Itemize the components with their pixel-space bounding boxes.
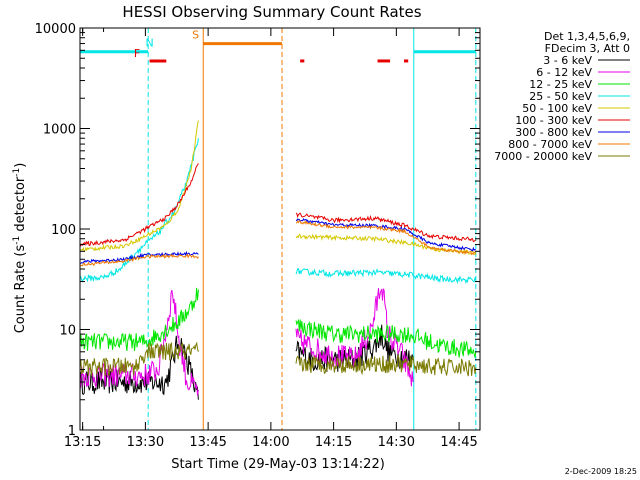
series-line-300-800kev-segment-1 xyxy=(295,218,477,252)
legend-label-7: 800 - 7000 keV xyxy=(508,138,592,151)
y-tick-label-4: 10000 xyxy=(35,22,76,37)
series-line-100-300kev-segment-0 xyxy=(80,163,199,247)
legend-label-6: 300 - 800 keV xyxy=(515,126,592,139)
timestamp-stamp: 2-Dec-2009 18:25 xyxy=(565,467,637,476)
y-tick-label-3: 1000 xyxy=(43,123,76,138)
series-line-100-300kev-segment-1 xyxy=(295,212,477,243)
series-line-50-100kev-segment-1 xyxy=(295,233,477,256)
x-tick-label-5: 14:30 xyxy=(378,435,415,450)
x-axis-label: Start Time (29-May-03 13:14:22) xyxy=(171,457,385,472)
legend-label-1: 6 - 12 keV xyxy=(536,66,592,79)
legend-label-8: 7000 - 20000 keV xyxy=(494,150,592,163)
legend-header-line1: Det 1,3,4,5,6,9, xyxy=(544,30,630,43)
x-tick-label-2: 13:45 xyxy=(189,435,226,450)
y-axis-ticks: 1 10 100 1000 10000 xyxy=(35,22,480,439)
annotation-s: S xyxy=(192,28,199,41)
y-tick-label-0: 1 xyxy=(68,424,76,439)
series-line-12-25kev-segment-1 xyxy=(295,318,477,358)
legend-label-3: 25 - 50 keV xyxy=(529,90,592,103)
y-axis-label: Count Rate (s-1 detector-1) xyxy=(12,163,28,334)
legend-label-5: 100 - 300 keV xyxy=(515,114,592,127)
x-tick-label-0: 13:15 xyxy=(64,435,101,450)
series-line-800-7000kev-segment-1 xyxy=(295,220,477,256)
x-tick-label-3: 14:00 xyxy=(252,435,289,450)
legend-label-0: 3 - 6 keV xyxy=(543,54,592,67)
series-line-25-50kev-segment-1 xyxy=(295,268,477,285)
series-line-300-800kev-segment-0 xyxy=(80,250,199,264)
chart-title: HESSI Observing Summary Count Rates xyxy=(122,3,421,21)
series-line-50-100kev-segment-0 xyxy=(80,120,199,253)
x-tick-label-1: 13:30 xyxy=(127,435,164,450)
x-axis-ticks: 13:15 13:30 13:45 14:00 14:15 14:30 14:45 xyxy=(64,28,478,450)
annotation-f: F xyxy=(134,47,140,60)
x-tick-label-6: 14:45 xyxy=(440,435,477,450)
series-line-800-7000kev-segment-0 xyxy=(80,253,199,267)
legend-label-2: 12 - 25 keV xyxy=(529,78,592,91)
legend-label-4: 50 - 100 keV xyxy=(522,102,592,115)
legend: Det 1,3,4,5,6,9, FDecim 3, Att 0 3 - 6 k… xyxy=(494,30,630,163)
series-line-7000-20000kev-segment-0 xyxy=(80,341,199,376)
annotation-n: N xyxy=(145,36,153,49)
series-line-6-12kev-segment-0 xyxy=(80,289,199,396)
legend-header-line2: FDecim 3, Att 0 xyxy=(545,42,630,55)
y-tick-label-2: 100 xyxy=(51,223,76,238)
series-line-12-25kev-segment-0 xyxy=(80,287,199,352)
series-line-7000-20000kev-segment-1 xyxy=(295,355,477,377)
x-tick-label-4: 14:15 xyxy=(315,435,352,450)
y-tick-label-1: 10 xyxy=(59,324,76,339)
plot-frame xyxy=(79,27,481,431)
